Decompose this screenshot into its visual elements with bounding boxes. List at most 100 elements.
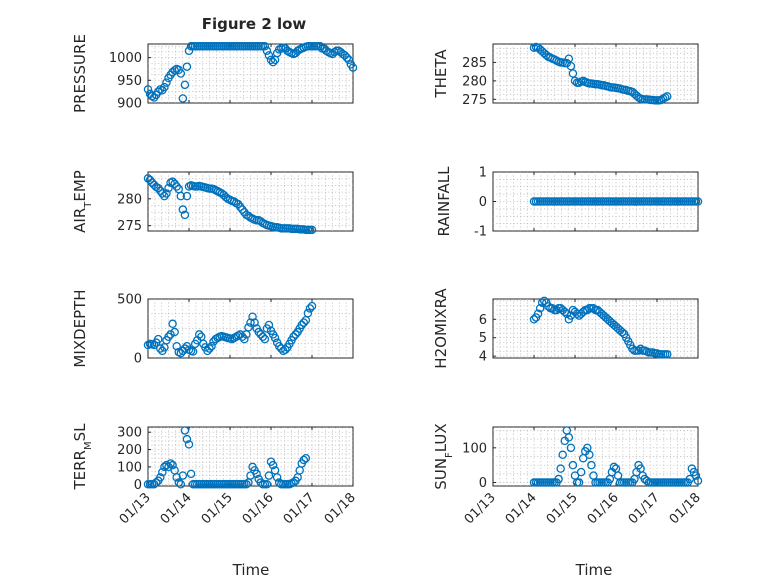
y-tick-label: 200 <box>117 443 142 458</box>
data-point <box>344 55 354 65</box>
y-tick-label: 1000 <box>109 51 142 66</box>
y-axis-label: H2OMIXRA <box>432 288 450 369</box>
data-point <box>289 332 298 342</box>
data-point <box>178 471 188 480</box>
data-point <box>330 47 339 57</box>
series-markers <box>143 174 317 235</box>
data-point <box>162 189 171 198</box>
subplot-sun-flux: 01/13 01/14 01/15 01/16 01/17 01/180100SUNFLU… <box>432 423 704 527</box>
data-point <box>291 330 300 339</box>
data-point <box>576 467 586 477</box>
data-point <box>617 327 627 337</box>
data-point <box>178 94 188 103</box>
data-point <box>160 462 169 472</box>
data-point <box>176 191 186 201</box>
data-point <box>348 63 358 72</box>
data-point <box>342 53 352 62</box>
data-point <box>568 460 578 470</box>
subplot-theta: 275 280 285 THETA <box>432 42 699 108</box>
data-point <box>299 455 309 465</box>
data-point <box>176 69 186 78</box>
figure-title: Figure 2 low <box>202 15 307 33</box>
data-point <box>164 183 173 193</box>
data-point <box>266 55 276 65</box>
data-point <box>587 460 596 470</box>
data-point <box>274 478 284 487</box>
data-point <box>172 473 181 482</box>
data-point <box>256 330 265 339</box>
data-point <box>529 315 539 324</box>
y-axis-label: PRESSURE <box>71 34 89 113</box>
series-markers <box>529 197 703 206</box>
data-point <box>178 346 188 356</box>
y-tick-label: 5 <box>479 331 487 346</box>
data-point <box>562 309 572 318</box>
y-tick-label: 275 <box>462 93 487 108</box>
data-point <box>609 462 619 472</box>
data-point <box>178 205 188 214</box>
series-markers <box>529 42 672 105</box>
y-tick-label: 285 <box>462 56 487 71</box>
grid <box>148 427 353 486</box>
data-point <box>149 340 159 350</box>
axes-frame <box>147 426 354 487</box>
data-point <box>663 350 672 359</box>
subplot-air-temp: 275 280 AIRTEMP <box>71 170 354 235</box>
data-point <box>188 347 198 356</box>
y-tick-label: 500 <box>117 293 142 308</box>
data-point <box>264 51 274 60</box>
y-tick-label: 0 <box>479 476 487 491</box>
y-tick-label: 900 <box>117 97 142 112</box>
data-point <box>182 191 192 201</box>
data-point <box>268 57 278 67</box>
data-point <box>246 318 255 327</box>
y-tick-label: 300 <box>117 426 142 441</box>
data-point <box>276 344 286 353</box>
data-point <box>552 305 561 315</box>
data-point <box>270 333 280 343</box>
data-point <box>533 309 543 318</box>
y-axis-label: RAINFALL <box>435 166 453 237</box>
data-point <box>301 453 311 463</box>
data-point <box>289 478 298 487</box>
y-tick-label: 0 <box>134 352 142 367</box>
data-point <box>560 307 570 317</box>
data-point <box>305 304 315 313</box>
data-point <box>186 469 196 479</box>
data-point <box>272 473 282 482</box>
data-point <box>564 433 574 442</box>
data-point <box>307 225 317 235</box>
data-point <box>693 476 703 486</box>
data-point <box>268 460 278 470</box>
y-axis-label: THETA <box>432 49 450 99</box>
data-point <box>303 308 313 318</box>
data-point <box>166 459 175 468</box>
data-point <box>250 318 259 327</box>
data-point <box>238 332 247 342</box>
data-point <box>168 177 177 186</box>
data-point <box>153 87 163 96</box>
data-point <box>164 332 173 342</box>
data-point <box>160 82 169 92</box>
data-point <box>574 478 584 487</box>
data-point <box>166 330 175 339</box>
data-point <box>205 344 214 353</box>
data-point <box>180 426 190 435</box>
data-point <box>256 478 265 487</box>
y-tick-label: 275 <box>117 219 142 234</box>
data-point <box>246 471 255 480</box>
data-point <box>297 320 306 330</box>
subplot-h2omixra: 4 5 6 H2OMIXRA <box>432 288 699 369</box>
data-point <box>568 69 578 78</box>
data-point <box>537 298 547 307</box>
data-point <box>544 302 553 311</box>
data-point <box>589 303 598 313</box>
y-axis-label: TERRMSL <box>71 423 94 491</box>
data-point <box>162 78 171 87</box>
data-point <box>162 460 171 470</box>
data-point <box>194 330 204 339</box>
data-point <box>242 480 251 489</box>
data-point <box>147 91 157 101</box>
